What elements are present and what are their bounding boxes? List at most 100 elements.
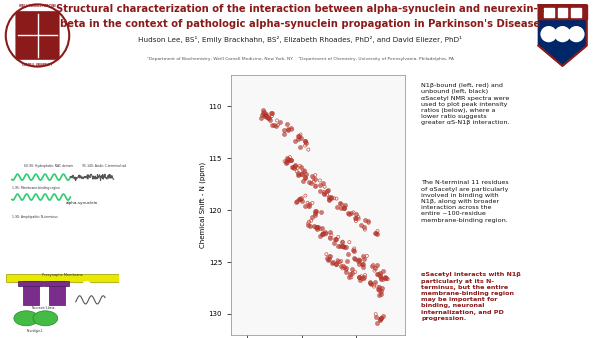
Y-axis label: Chemical Shift - N (ppm): Chemical Shift - N (ppm): [199, 162, 206, 248]
Polygon shape: [538, 5, 587, 66]
Point: [360, 227, 370, 232]
Point: [316, 210, 326, 215]
Point: [304, 179, 314, 185]
Point: [354, 274, 364, 279]
Point: [257, 116, 266, 121]
Text: Neuroligin-1: Neuroligin-1: [27, 329, 44, 333]
Point: [282, 155, 292, 161]
Point: [280, 159, 289, 164]
Point: [359, 276, 369, 282]
Point: [365, 279, 374, 284]
Point: [260, 112, 269, 118]
Point: [333, 258, 343, 263]
Text: Molecular progression of Parkinson's Disease (PD) is
thought to occur as alpha-s: Molecular progression of Parkinson's Dis…: [9, 82, 205, 120]
Point: [315, 183, 325, 188]
Point: [316, 189, 325, 194]
Point: [344, 211, 353, 216]
Text: CORNELL UNIVERSITY: CORNELL UNIVERSITY: [22, 63, 53, 67]
Text: 60-90: Hydrophobic NAC domain: 60-90: Hydrophobic NAC domain: [23, 164, 73, 168]
Point: [301, 141, 311, 146]
Point: [369, 284, 379, 289]
Point: [343, 251, 353, 256]
Point: [346, 271, 355, 277]
Point: [288, 165, 298, 170]
Point: [260, 113, 270, 119]
Point: [332, 196, 341, 201]
Point: [334, 234, 343, 240]
Point: [341, 267, 351, 272]
Bar: [6, 274, 119, 282]
Point: [296, 172, 306, 177]
Point: [300, 203, 310, 209]
Point: [308, 176, 318, 181]
Point: [261, 114, 271, 119]
Point: [284, 156, 293, 162]
Point: [313, 224, 322, 230]
Point: [261, 112, 271, 117]
Point: [305, 201, 314, 207]
Point: [340, 264, 349, 270]
Point: [383, 276, 392, 282]
Point: [295, 197, 304, 202]
Point: [335, 259, 345, 265]
Point: [341, 245, 350, 250]
Point: [332, 237, 341, 243]
Point: [262, 115, 271, 120]
Point: [318, 231, 328, 236]
Point: [322, 192, 332, 197]
Text: 1-90: Amphipathic N-terminus: 1-90: Amphipathic N-terminus: [12, 215, 58, 219]
Point: [338, 263, 348, 268]
Point: [335, 243, 344, 248]
Point: [370, 282, 379, 288]
Point: [304, 203, 314, 209]
Point: [340, 244, 349, 249]
Point: [313, 224, 322, 230]
Point: [311, 208, 321, 213]
Point: [335, 200, 344, 206]
Point: [322, 251, 331, 257]
Circle shape: [569, 27, 584, 42]
Point: [349, 210, 358, 215]
Point: [311, 224, 320, 230]
Point: [292, 198, 302, 203]
Point: [303, 200, 313, 206]
Point: [285, 154, 295, 160]
Point: [349, 248, 359, 254]
Point: [263, 114, 273, 120]
Point: [259, 109, 268, 115]
Point: [264, 116, 274, 121]
Text: 95-140: Acidic C-terminal tail: 95-140: Acidic C-terminal tail: [82, 164, 127, 168]
Point: [296, 164, 305, 169]
Point: [335, 201, 345, 207]
Point: [370, 265, 380, 271]
Point: [374, 292, 383, 297]
Point: [339, 245, 349, 250]
Text: ¹Department of Biochemistry, Weill Cornell Medicine, New York, NY    ²Department: ¹Department of Biochemistry, Weill Corne…: [146, 57, 454, 61]
Point: [295, 197, 305, 202]
Point: [334, 243, 343, 249]
Point: [324, 196, 334, 202]
Point: [338, 266, 347, 271]
Point: [304, 147, 313, 152]
Point: [376, 315, 386, 321]
Point: [281, 160, 291, 165]
Point: [287, 127, 297, 132]
Point: [287, 165, 296, 170]
Point: [351, 215, 361, 221]
Point: [295, 144, 305, 149]
Point: [297, 198, 307, 203]
Point: [358, 275, 367, 281]
Point: [304, 219, 314, 224]
Point: [372, 320, 382, 325]
Text: alpha-synuclein: alpha-synuclein: [66, 201, 98, 205]
Point: [296, 132, 305, 137]
Point: [376, 316, 386, 321]
Text: 1-95: Membrane-binding region: 1-95: Membrane-binding region: [12, 186, 59, 190]
Point: [349, 256, 359, 261]
Point: [340, 202, 350, 208]
Point: [356, 278, 365, 283]
Point: [310, 212, 320, 217]
Point: [356, 222, 366, 227]
Point: [368, 263, 377, 269]
Point: [379, 277, 388, 283]
